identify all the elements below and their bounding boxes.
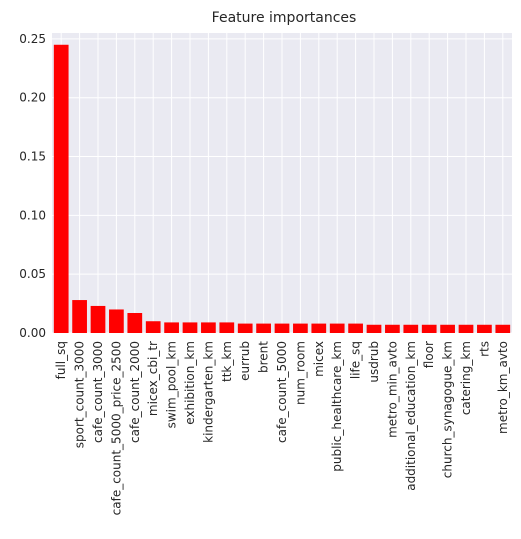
bar [458,324,474,333]
x-tick-label: cafe_count_5000_price_2500 [109,341,123,515]
bar [256,323,271,333]
bar [385,324,400,333]
bar [72,300,87,333]
x-tick-label: metro_min_avto [385,341,399,438]
bar [145,321,161,333]
bar [329,323,345,333]
x-tick-label: cafe_count_5000 [275,341,289,443]
bar [421,324,437,333]
bar [53,44,69,333]
x-tick-label: micex_cbi_tr [146,341,160,416]
grid [52,33,512,334]
x-tick-label: sport_count_3000 [73,341,87,448]
bars [53,44,511,333]
x-tick-label: eurrub [238,341,252,381]
x-tick-label: public_healthcare_km [330,341,344,472]
x-tick-label: life_sq [349,341,363,379]
bar [182,322,198,333]
bar [201,322,216,333]
bar [90,305,106,333]
x-axis-ticks: full_sq sport_count_3000 cafe_count_3000 ca… [54,341,510,516]
chart-title: Feature importances [212,10,357,26]
x-tick-label: brent [257,341,271,373]
x-tick-label: church_synagogue_km [441,341,455,478]
bar [440,324,455,333]
y-tick-label: 0.00 [19,326,46,340]
bar [274,323,290,333]
bar [348,323,363,333]
x-tick-label: kindergarten_km [201,341,215,443]
bar [219,322,235,333]
bar [477,324,492,333]
bar [403,324,419,333]
x-tick-label: additional_education_km [404,341,418,491]
x-tick-label: cafe_count_2000 [128,341,142,443]
x-tick-label: micex [312,341,326,377]
x-tick-label: swim_pool_km [165,341,179,428]
y-tick-label: 0.20 [19,91,46,105]
bar [109,309,124,333]
bar [495,324,511,333]
x-tick-label: exhibition_km [183,341,197,425]
x-tick-label: cafe_count_3000 [91,341,105,443]
bar [366,324,382,333]
x-tick-label: usdrub [367,341,381,383]
x-tick-label: ttk_km [220,341,234,382]
y-tick-label: 0.05 [19,267,46,281]
bar [127,313,143,333]
x-tick-label: num_room [293,341,307,405]
bar [311,323,327,333]
bar [237,323,253,333]
y-tick-label: 0.10 [19,208,46,222]
bar [293,323,308,333]
x-tick-label: catering_km [459,341,473,415]
y-axis-ticks: 0.00 0.05 0.10 0.15 0.20 0.25 [19,32,46,340]
y-tick-label: 0.25 [19,32,46,46]
x-tick-label: metro_km_avto [496,341,510,434]
x-tick-label: rts [477,341,491,357]
y-tick-label: 0.15 [19,150,46,164]
bar [164,322,179,333]
x-tick-label: floor [422,341,436,368]
x-tick-label: full_sq [54,341,68,379]
